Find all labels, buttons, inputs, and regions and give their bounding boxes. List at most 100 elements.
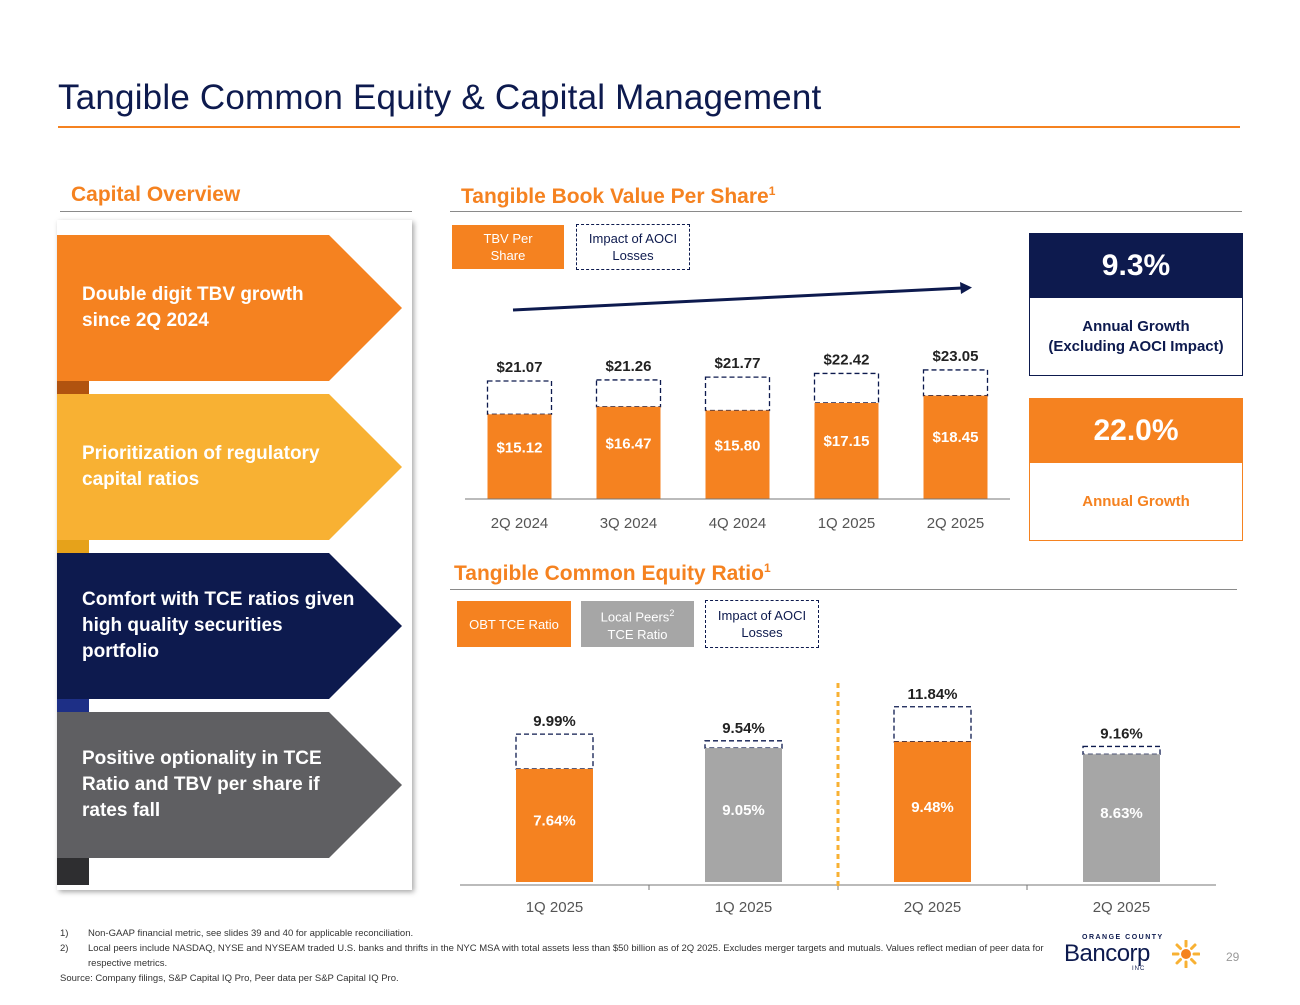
title-underline [58,126,1240,128]
aoci-impact-bar [486,380,553,415]
sunburst-icon [1172,940,1200,968]
kpi-excl-aoci: 9.3% Annual Growth (Excluding AOCI Impact… [1029,233,1243,376]
overview-item-text: Double digit TBV growth since 2Q 2024 [82,284,304,331]
peer-tce-bar [705,748,782,882]
overview-arrow-tab [57,858,89,885]
overview-arrow-tab [57,699,89,713]
tce-total-label: 9.16% [1100,725,1143,742]
overview-arrow-body [57,235,402,381]
tce-heading-text: Tangible Common Equity Ratio [454,562,764,585]
tce-bar-label: 8.63% [1100,805,1143,822]
tce-legend-dashed: Impact of AOCI Losses [705,600,819,648]
overview-item: Prioritization of regulatory capital rat… [57,394,402,554]
obt-tce-bar [516,768,593,882]
kpi-excl-aoci-value: 9.3% [1030,234,1242,298]
aoci-impact-bar [704,740,783,749]
footnote-number: 1) [60,928,69,939]
overview-arrow-shape [57,235,402,395]
overview-item: Double digit TBV growth since 2Q 2024 [57,235,402,395]
overview-item: Positive optionality in TCE Ratio and TB… [57,712,402,885]
capital-overview-rule [60,211,412,212]
footnotes: 1) Non-GAAP financial metric, see slides … [60,926,1060,986]
tbv-total-label: $21.77 [715,355,761,372]
tbv-bar-label: $15.80 [715,437,761,454]
footnote: 1) Non-GAAP financial metric, see slides … [60,926,1060,941]
footnote-text: Non-GAAP financial metric, see slides 39… [88,928,414,939]
kpi-annual-value: 22.0% [1030,399,1242,463]
kpi-annual-label: Annual Growth [1082,492,1190,510]
tbv-bar-label: $17.15 [824,433,870,450]
tce-bar-label: 7.64% [533,812,576,829]
overview-arrow-body [57,553,402,699]
tce-legend-peers-name: Local Peers [600,609,670,625]
tbv-heading-footnote: 1 [768,184,776,198]
tbv-bar [596,406,661,499]
tce-heading: Tangible Common Equity Ratio1 [454,561,771,586]
footnote: 2) Local peers include NASDAQ, NYSE and N… [60,941,1060,971]
tbv-x-tick-label: 1Q 2025 [818,515,876,532]
tbv-rule [450,211,1242,212]
tbv-bar-label: $16.47 [606,435,652,452]
peer-tce-bar [1083,754,1160,882]
tbv-heading-text: Tangible Book Value Per Share [461,185,769,208]
page-number: 29 [1226,950,1240,964]
footnote-number: 2) [60,943,69,954]
tbv-bar-label: $15.12 [497,439,543,456]
overview-item-text: Comfort with TCE ratios given high quali… [82,589,355,662]
kpi-excl-aoci-label-line1: Annual Growth [1082,317,1190,335]
tce-chart: 7.64% 9.99% 1Q 2025 9.05% 9.54% 1Q 2025 9.48% 1… [460,683,1216,916]
tbv-x-tick-label: 2Q 2024 [491,515,549,532]
tbv-legend-dashed: Impact of AOCI Losses [576,224,690,270]
aoci-impact-bar [704,376,771,412]
trend-arrow-line [512,286,963,312]
kpi-annual-growth: 22.0% Annual Growth [1029,398,1243,541]
tbv-heading: Tangible Book Value Per Share1 [461,184,775,209]
tbv-legend-solid: TBV Per Share [452,225,564,269]
tce-rule [450,589,1237,590]
overview-item: Comfort with TCE ratios given high quali… [57,553,402,713]
tce-x-tick-label: 1Q 2025 [715,899,773,916]
tbv-bar [923,395,988,499]
page-title: Tangible Common Equity & Capital Managem… [58,78,822,117]
aoci-impact-bar [813,372,880,404]
tbv-bar [705,410,770,499]
logo-main-text: Bancorp [1064,940,1150,967]
tce-total-label: 9.54% [722,720,765,737]
tbv-bar [487,414,552,499]
tbv-chart: $15.12 $21.07 2Q 2024 $16.47 $21.26 3Q 2024 $1… [465,282,1010,532]
tce-x-tick-label: 2Q 2025 [904,899,962,916]
tce-heading-footnote: 1 [763,561,771,575]
overview-arrow-shape [57,394,402,554]
footnote-text: Local peers include NASDAQ, NYSE and NYS… [88,943,1044,969]
tbv-total-label: $21.26 [606,358,652,375]
overview-arrow-shape [57,553,402,713]
aoci-impact-bar [515,733,594,770]
overview-arrow-body [57,394,402,540]
aoci-impact-bar [893,706,972,743]
overview-arrow-tab [57,381,89,395]
tce-legend-obt: OBT TCE Ratio [457,601,571,647]
tce-legend-peers: Local Peers2 TCE Ratio [581,601,694,647]
tbv-total-label: $21.07 [497,359,543,376]
tbv-x-tick-label: 4Q 2024 [709,515,767,532]
tce-total-label: 9.99% [533,713,576,730]
company-logo: ORANGE COUNTY Bancorp INC [1064,934,1214,974]
tbv-x-tick-label: 3Q 2024 [600,515,658,532]
capital-overview-heading: Capital Overview [71,183,241,206]
overview-item-text: Prioritization of regulatory capital rat… [82,443,320,490]
tbv-bar [814,402,879,499]
overview-arrow-tab [57,540,89,554]
tce-legend-peers-footnote: 2 [669,608,675,619]
tbv-total-label: $23.05 [933,348,979,365]
overview-arrow-body [57,712,402,858]
aoci-impact-bar [1082,745,1161,755]
aoci-impact-bar [922,369,989,397]
obt-tce-bar [894,741,971,882]
kpi-excl-aoci-label-line2: (Excluding AOCI Impact) [1048,337,1224,355]
aoci-impact-bar [595,379,662,408]
tce-legend-peers-line2: TCE Ratio [607,626,668,642]
tbv-total-label: $22.42 [824,351,870,368]
logo-inc-text: INC [1132,966,1146,972]
tce-bar-label: 9.48% [911,799,954,816]
tce-x-tick-label: 2Q 2025 [1093,899,1151,916]
